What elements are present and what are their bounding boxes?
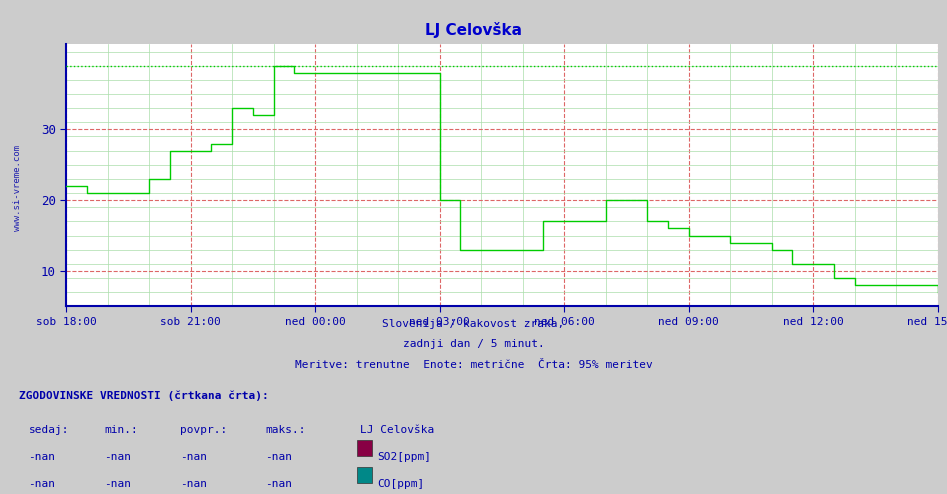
- Text: LJ Celovška: LJ Celovška: [425, 22, 522, 38]
- Text: Slovenija / kakovost zraka,: Slovenija / kakovost zraka,: [383, 319, 564, 329]
- Text: SO2[ppm]: SO2[ppm]: [377, 452, 431, 462]
- Text: -nan: -nan: [104, 452, 132, 462]
- Text: -nan: -nan: [265, 479, 293, 489]
- Text: zadnji dan / 5 minut.: zadnji dan / 5 minut.: [402, 339, 545, 349]
- Text: -nan: -nan: [28, 452, 56, 462]
- Text: min.:: min.:: [104, 425, 138, 435]
- Text: -nan: -nan: [28, 479, 56, 489]
- Text: LJ Celovška: LJ Celovška: [360, 425, 434, 435]
- Text: Meritve: trenutne  Enote: metrične  Črta: 95% meritev: Meritve: trenutne Enote: metrične Črta: …: [295, 360, 652, 370]
- Text: sedaj:: sedaj:: [28, 425, 69, 435]
- Text: maks.:: maks.:: [265, 425, 306, 435]
- Text: ZGODOVINSKE VREDNOSTI (črtkana črta):: ZGODOVINSKE VREDNOSTI (črtkana črta):: [19, 390, 269, 401]
- Text: povpr.:: povpr.:: [180, 425, 227, 435]
- Text: -nan: -nan: [265, 452, 293, 462]
- Text: -nan: -nan: [180, 452, 207, 462]
- Text: www.si-vreme.com: www.si-vreme.com: [12, 145, 22, 231]
- Text: CO[ppm]: CO[ppm]: [377, 479, 424, 489]
- Text: -nan: -nan: [180, 479, 207, 489]
- Text: -nan: -nan: [104, 479, 132, 489]
